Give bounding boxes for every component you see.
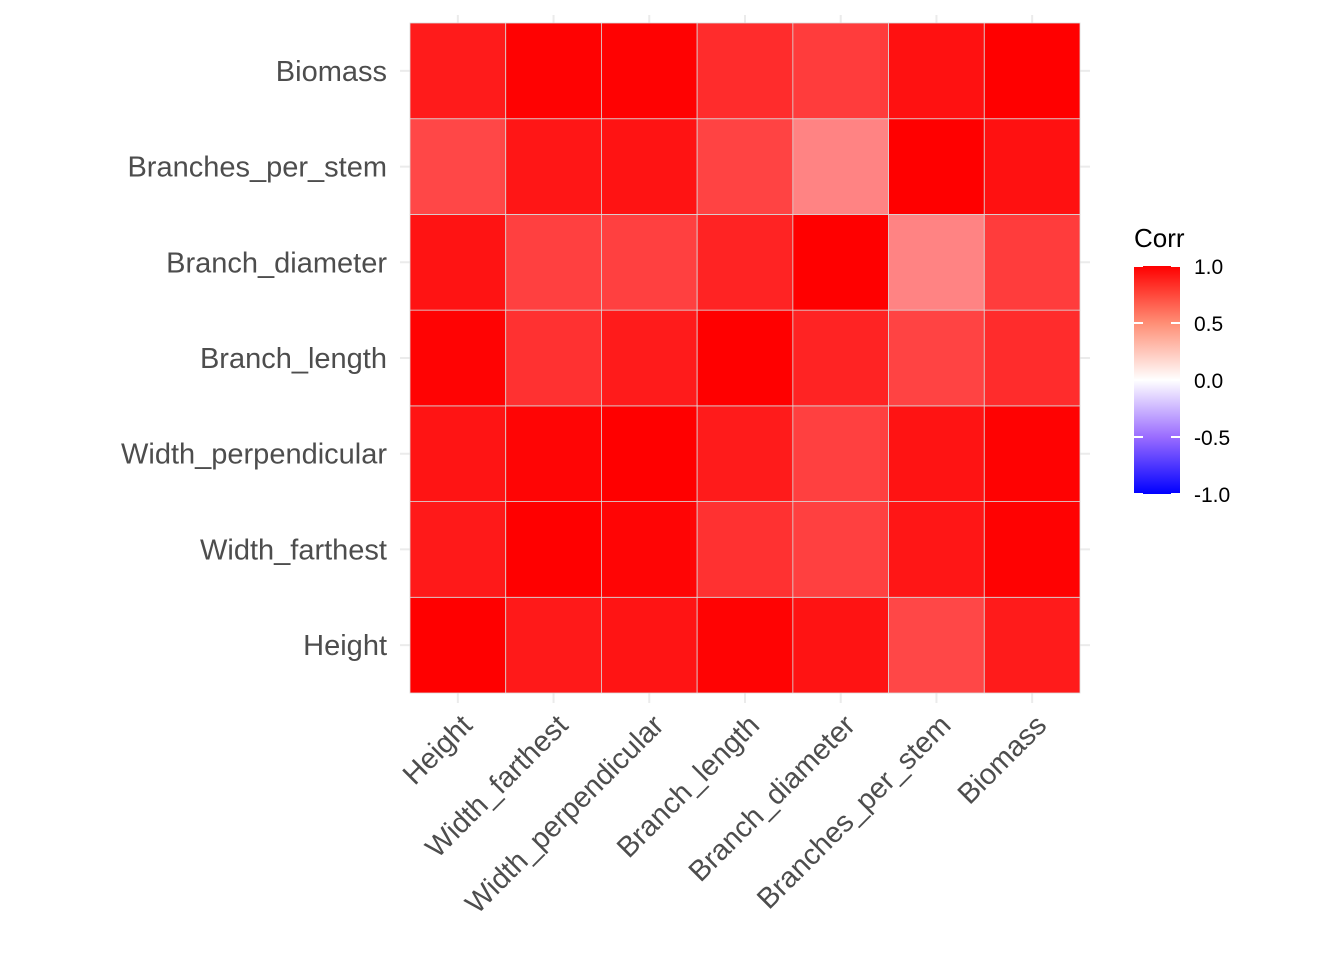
legend-tick-label: -0.5 xyxy=(1194,427,1230,450)
heatmap-cell-branches_per_stem-branches_per_stem xyxy=(888,118,985,215)
heatmap-cell-width_farthest-branch_length xyxy=(505,309,602,407)
heatmap-cell-branch_diameter-height xyxy=(792,596,889,694)
heatmap-cell-branch_diameter-width_farthest xyxy=(792,501,889,598)
heatmap-cell-height-width_farthest xyxy=(409,501,507,598)
heatmap-cell-branch_diameter-branches_per_stem xyxy=(792,118,889,215)
y-tick-label: Height xyxy=(303,630,387,662)
x-tick-label: Branches_per_stem xyxy=(751,709,957,915)
heatmap-cell-branch_length-height xyxy=(696,596,794,694)
color-legend: Corr 1.0 0.5 0.0 -0.5 -1.0 xyxy=(1134,223,1230,507)
x-tick-label: Branch_diameter xyxy=(683,709,862,888)
y-tick-label: Width_farthest xyxy=(200,534,387,566)
heatmap-cell-width_farthest-height xyxy=(505,596,602,694)
x-tick-label: Biomass xyxy=(952,709,1053,810)
x-tick-label: Height xyxy=(397,709,479,791)
heatmap-cells xyxy=(409,22,1081,694)
heatmap-cell-branches_per_stem-width_farthest xyxy=(888,501,985,598)
heatmap-cell-height-width_perpendicular xyxy=(409,405,507,502)
heatmap-cell-height-biomass xyxy=(409,22,507,120)
heatmap-cell-biomass-biomass xyxy=(983,22,1081,120)
heatmap-cell-width_farthest-biomass xyxy=(505,22,602,120)
heatmap-cell-branches_per_stem-branch_length xyxy=(888,309,985,407)
y-tick-label: Branches_per_stem xyxy=(127,152,387,184)
legend-tick-label: 0.0 xyxy=(1194,370,1223,393)
heatmap-cell-height-height xyxy=(409,596,507,694)
y-tick-label: Biomass xyxy=(276,56,387,88)
heatmap-cell-width_perpendicular-branch_length xyxy=(601,309,698,407)
heatmap-cell-branches_per_stem-width_perpendicular xyxy=(888,405,985,502)
heatmap-cell-width_farthest-branch_diameter xyxy=(505,214,602,311)
heatmap-cell-height-branch_length xyxy=(409,309,507,407)
y-tick-label: Branch_length xyxy=(200,343,387,375)
heatmap-cell-width_perpendicular-branches_per_stem xyxy=(601,118,698,215)
heatmap-cell-branch_diameter-width_perpendicular xyxy=(792,405,889,502)
heatmap-cell-branches_per_stem-biomass xyxy=(888,22,985,120)
legend-tick-label: 1.0 xyxy=(1194,256,1223,279)
heatmap-cell-biomass-width_farthest xyxy=(983,501,1081,598)
heatmap-cell-height-branch_diameter xyxy=(409,214,507,311)
heatmap-cell-width_perpendicular-width_farthest xyxy=(601,501,698,598)
heatmap-cell-branch_length-width_farthest xyxy=(696,501,794,598)
heatmap-cell-branch_length-biomass xyxy=(696,22,794,120)
y-axis-labels: Height Width_farthest Width_perpendicular B… xyxy=(121,56,387,662)
heatmap-cell-branch_length-branch_diameter xyxy=(696,214,794,311)
heatmap-cell-width_perpendicular-branch_diameter xyxy=(601,214,698,311)
x-axis-labels: HeightWidth_farthestWidth_perpendicularB… xyxy=(397,709,1053,920)
heatmap-cell-branch_diameter-branch_diameter xyxy=(792,214,889,311)
heatmap-cell-biomass-width_perpendicular xyxy=(983,405,1081,502)
y-tick-label: Branch_diameter xyxy=(166,247,387,279)
heatmap-cell-branches_per_stem-height xyxy=(888,596,985,694)
heatmap-cell-branch_diameter-branch_length xyxy=(792,309,889,407)
heatmap-cell-width_perpendicular-height xyxy=(601,596,698,694)
legend-tick-label: -1.0 xyxy=(1194,484,1230,507)
heatmap-cell-width_perpendicular-width_perpendicular xyxy=(601,405,698,502)
heatmap-cell-width_farthest-width_farthest xyxy=(505,501,602,598)
heatmap-cell-width_farthest-branches_per_stem xyxy=(505,118,602,215)
legend-title: Corr xyxy=(1134,223,1185,253)
heatmap-cell-biomass-branches_per_stem xyxy=(983,118,1081,215)
heatmap-cell-branch_diameter-biomass xyxy=(792,22,889,120)
heatmap-cell-width_perpendicular-biomass xyxy=(601,22,698,120)
heatmap-cell-biomass-branch_diameter xyxy=(983,214,1081,311)
heatmap-cell-branch_length-width_perpendicular xyxy=(696,405,794,502)
heatmap-cell-branch_length-branch_length xyxy=(696,309,794,407)
heatmap-cell-height-branches_per_stem xyxy=(409,118,507,215)
heatmap-cell-width_farthest-width_perpendicular xyxy=(505,405,602,502)
legend-tick-label: 0.5 xyxy=(1194,313,1223,336)
heatmap-cell-branch_length-branches_per_stem xyxy=(696,118,794,215)
legend-ticks: 1.0 0.5 0.0 -0.5 -1.0 xyxy=(1134,256,1230,507)
heatmap-cell-biomass-branch_length xyxy=(983,309,1081,407)
heatmap-cell-branches_per_stem-branch_diameter xyxy=(888,214,985,311)
heatmap-cell-biomass-height xyxy=(983,596,1081,694)
y-tick-label: Width_perpendicular xyxy=(121,439,387,471)
